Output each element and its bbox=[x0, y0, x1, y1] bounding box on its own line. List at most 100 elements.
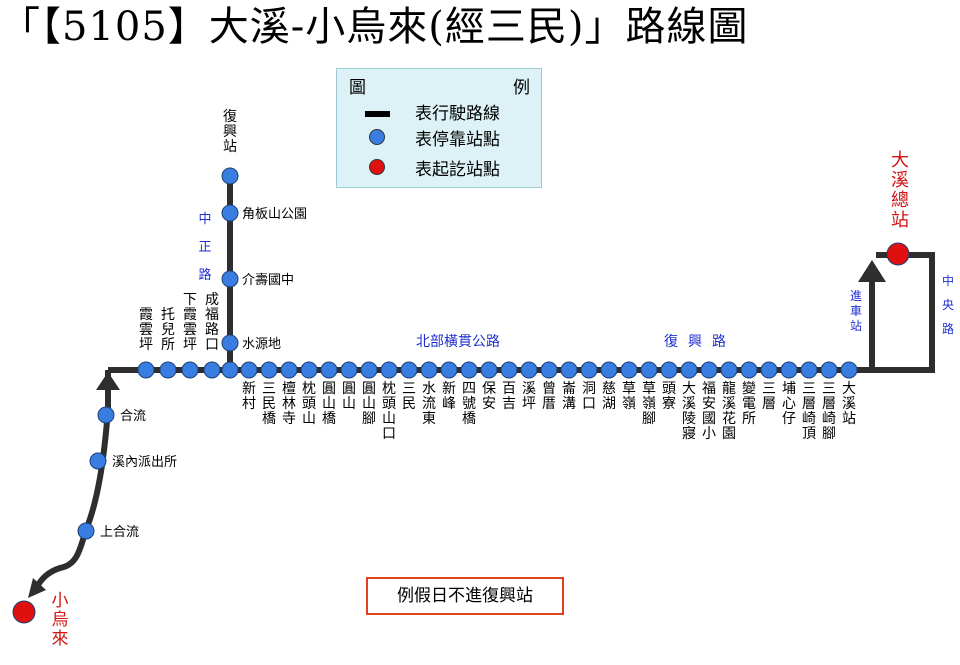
legend-title-right: 例 bbox=[513, 78, 530, 98]
stop-dot bbox=[600, 361, 618, 379]
station-label: 霞雲坪 bbox=[139, 307, 153, 353]
legend-stop-dot-icon bbox=[369, 129, 385, 145]
stop-dot bbox=[221, 270, 239, 288]
station-label: 草嶺 bbox=[622, 381, 636, 412]
station-label: 托兒所 bbox=[161, 307, 175, 353]
station-label: 洞口 bbox=[582, 381, 596, 412]
stop-dot bbox=[320, 361, 338, 379]
stop-dot bbox=[620, 361, 638, 379]
station-label: 曾厝 bbox=[542, 381, 556, 412]
stop-dot bbox=[380, 361, 398, 379]
station-label: 圓山腳 bbox=[362, 381, 376, 427]
station-label: 上合流 bbox=[100, 525, 139, 540]
station-label: 百吉 bbox=[502, 381, 516, 412]
road-label-entering-station: 進車站 bbox=[850, 289, 862, 333]
stop-dot bbox=[181, 361, 199, 379]
stop-dot bbox=[360, 361, 378, 379]
station-label: 三民橋 bbox=[262, 381, 276, 427]
stop-dot bbox=[720, 361, 738, 379]
stop-dot bbox=[260, 361, 278, 379]
station-label: 草嶺腳 bbox=[642, 381, 656, 427]
station-label: 福安國小 bbox=[702, 381, 716, 442]
legend-terminal-dot-icon bbox=[369, 159, 385, 175]
station-label: 介壽國中 bbox=[242, 273, 294, 288]
station-label: 新峰 bbox=[442, 381, 456, 412]
entry-arrowhead-icon bbox=[858, 260, 886, 282]
station-label: 埔心仔 bbox=[782, 381, 796, 427]
stop-dot bbox=[203, 361, 221, 379]
station-label: 慈湖 bbox=[602, 381, 616, 412]
stop-dot bbox=[221, 167, 239, 185]
terminal-label-start: 大溪總站 bbox=[891, 150, 909, 231]
stop-dot bbox=[840, 361, 858, 379]
stop-dot bbox=[660, 361, 678, 379]
station-label: 變電所 bbox=[742, 381, 756, 427]
legend-route-label: 表行駛路線 bbox=[415, 104, 500, 124]
stop-dot bbox=[740, 361, 758, 379]
road-label-zhongzheng: 中正路 bbox=[198, 212, 211, 283]
road-label-north-cross-island: 北部橫貫公路 bbox=[416, 334, 500, 350]
terminal-dot bbox=[12, 600, 36, 624]
stop-dot bbox=[159, 361, 177, 379]
station-label: 水流東 bbox=[422, 381, 436, 427]
legend-stop-label: 表停靠站點 bbox=[415, 130, 500, 150]
station-label: 溪坪 bbox=[522, 381, 536, 412]
stop-dot bbox=[420, 361, 438, 379]
station-label: 三層 bbox=[762, 381, 776, 412]
station-label: 大溪站 bbox=[842, 381, 856, 427]
station-label: 圓山 bbox=[342, 381, 356, 412]
station-label: 下霞雲坪 bbox=[183, 292, 197, 353]
stop-dot bbox=[540, 361, 558, 379]
station-label: 合流 bbox=[120, 409, 146, 424]
station-label: 三層崎頂 bbox=[802, 381, 816, 442]
stop-dot bbox=[760, 361, 778, 379]
legend-terminal-label: 表起訖站點 bbox=[415, 160, 500, 180]
stop-dot bbox=[221, 204, 239, 222]
station-label: 大溪陵寢 bbox=[682, 381, 696, 442]
legend-box: 圖 例 表行駛路線 表停靠站點 表起訖站點 bbox=[336, 68, 542, 188]
stop-dot bbox=[137, 361, 155, 379]
southwest-arrow-up-icon bbox=[96, 372, 120, 390]
stop-dot bbox=[221, 361, 239, 379]
station-label: 三民 bbox=[402, 381, 416, 412]
stop-dot bbox=[500, 361, 518, 379]
terminal-dot bbox=[886, 242, 910, 266]
legend-route-line-icon bbox=[365, 111, 390, 117]
station-label: 三層崎腳 bbox=[822, 381, 836, 442]
stop-dot bbox=[580, 361, 598, 379]
stop-dot bbox=[820, 361, 838, 379]
stop-dot bbox=[680, 361, 698, 379]
stop-dot bbox=[480, 361, 498, 379]
station-label: 四號橋 bbox=[462, 381, 476, 427]
road-label-fuxing-road: 復興路 bbox=[664, 333, 736, 350]
station-label: 復興站 bbox=[223, 108, 237, 155]
stop-dot bbox=[640, 361, 658, 379]
stop-dot bbox=[800, 361, 818, 379]
stop-dot bbox=[440, 361, 458, 379]
stop-dot bbox=[560, 361, 578, 379]
station-label: 龍溪花園 bbox=[722, 380, 736, 442]
station-label: 角板山公園 bbox=[242, 207, 307, 222]
station-label: 保安 bbox=[482, 381, 496, 412]
station-label: 新村 bbox=[242, 381, 256, 412]
station-label: 枕頭山口 bbox=[382, 381, 396, 442]
station-label: 水源地 bbox=[242, 337, 281, 352]
stop-dot bbox=[97, 406, 115, 424]
station-label: 檀林寺 bbox=[282, 380, 296, 427]
stop-dot bbox=[221, 334, 239, 352]
zhongyang-loop-line bbox=[872, 252, 935, 373]
station-label: 溪內派出所 bbox=[112, 455, 177, 470]
terminal-label-end: 小烏來 bbox=[52, 591, 69, 649]
stop-dot bbox=[400, 361, 418, 379]
stop-dot bbox=[520, 361, 538, 379]
stop-dot bbox=[700, 361, 718, 379]
stop-dot bbox=[77, 522, 95, 540]
station-label: 成福路口 bbox=[205, 292, 219, 353]
stop-dot bbox=[280, 361, 298, 379]
stop-dot bbox=[89, 452, 107, 470]
stop-dot bbox=[340, 361, 358, 379]
southwest-route-line bbox=[33, 370, 111, 590]
page-title: 「【5105】大溪-小烏來(經三民)」路線圖 bbox=[0, 4, 749, 50]
stop-dot bbox=[240, 361, 258, 379]
road-label-zhongyang: 中央路 bbox=[942, 273, 954, 336]
